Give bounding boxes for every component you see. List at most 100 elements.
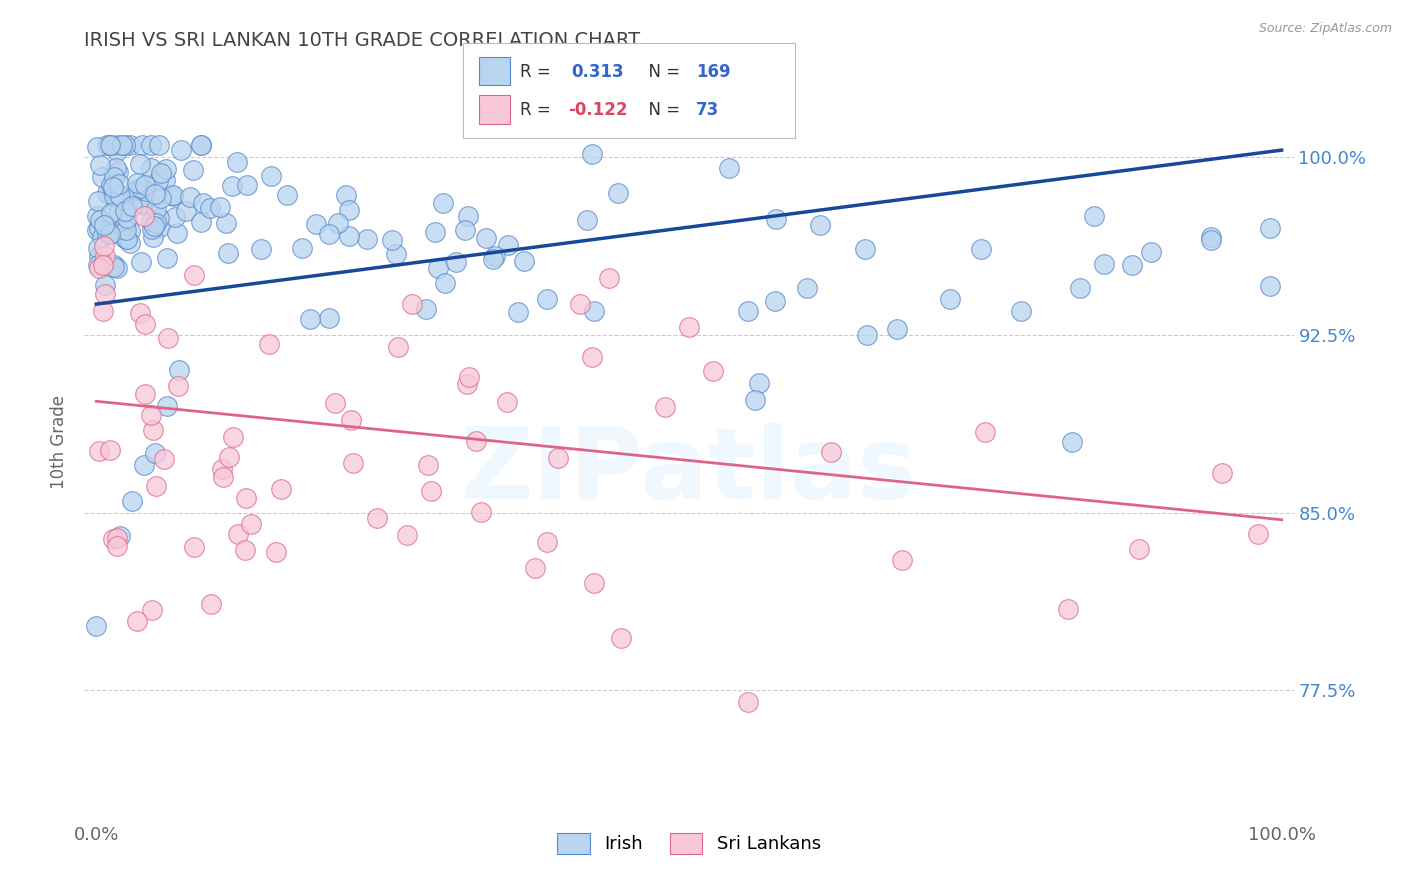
Point: [103, 260, 125, 274]
Point: [474, 231, 496, 245]
Point: [105, 539, 128, 553]
Point: [132, 197, 155, 211]
Point: [235, 491, 257, 506]
Point: [141, 222, 163, 236]
Point: [86, 209, 108, 223]
Point: [432, 196, 454, 211]
Point: [264, 544, 287, 558]
Point: [190, 138, 212, 153]
Point: [853, 242, 876, 256]
Point: [128, 194, 150, 208]
Point: [139, 161, 162, 176]
Point: [598, 270, 620, 285]
Point: [796, 280, 818, 294]
Point: [87, 248, 110, 262]
Point: [93, 239, 115, 253]
Point: [765, 211, 787, 226]
Point: [291, 242, 314, 256]
Text: 73: 73: [696, 101, 720, 119]
Point: [1247, 527, 1270, 541]
Point: [107, 165, 129, 179]
Point: [1083, 210, 1105, 224]
Point: [143, 186, 166, 201]
Point: [221, 179, 243, 194]
Point: [103, 188, 125, 202]
Point: [233, 543, 256, 558]
Point: [484, 249, 506, 263]
Point: [96, 186, 118, 201]
Point: [86, 140, 108, 154]
Point: [129, 255, 152, 269]
Point: [454, 223, 477, 237]
Point: [970, 242, 993, 256]
Point: [141, 603, 163, 617]
Text: R =: R =: [520, 101, 555, 119]
Point: [149, 220, 172, 235]
Point: [115, 232, 138, 246]
Point: [89, 212, 111, 227]
Point: [166, 227, 188, 241]
Point: [891, 553, 914, 567]
Point: [91, 258, 114, 272]
Point: [145, 446, 167, 460]
Point: [581, 147, 603, 161]
Point: [496, 238, 519, 252]
Point: [156, 331, 179, 345]
Point: [737, 695, 759, 709]
Point: [121, 493, 143, 508]
Point: [418, 458, 440, 472]
Point: [323, 396, 346, 410]
Point: [87, 261, 110, 276]
Point: [200, 598, 222, 612]
Point: [86, 241, 108, 255]
Point: [820, 444, 842, 458]
Point: [419, 483, 441, 498]
Point: [107, 203, 129, 218]
Point: [401, 297, 423, 311]
Point: [260, 169, 283, 183]
Text: 169: 169: [696, 62, 731, 80]
Point: [89, 158, 111, 172]
Point: [938, 293, 960, 307]
Point: [87, 221, 110, 235]
Point: [425, 225, 447, 239]
Point: [142, 230, 165, 244]
Point: [115, 211, 138, 225]
Point: [129, 157, 152, 171]
Text: 0.313: 0.313: [572, 62, 624, 80]
Point: [335, 187, 357, 202]
Point: [583, 304, 606, 318]
Point: [174, 204, 197, 219]
Point: [141, 409, 163, 423]
Point: [340, 413, 363, 427]
Text: R =: R =: [520, 62, 561, 80]
Point: [270, 482, 292, 496]
Point: [765, 294, 787, 309]
Point: [342, 456, 364, 470]
Point: [1062, 434, 1084, 449]
Point: [94, 287, 117, 301]
Point: [149, 166, 172, 180]
Point: [212, 470, 235, 484]
Point: [257, 337, 280, 351]
Point: [610, 631, 633, 645]
Point: [337, 229, 360, 244]
Point: [326, 217, 349, 231]
Point: [366, 511, 388, 525]
Point: [104, 194, 127, 209]
Point: [107, 138, 129, 153]
FancyBboxPatch shape: [478, 95, 510, 124]
Point: [114, 219, 136, 234]
Point: [198, 201, 221, 215]
Text: -0.122: -0.122: [568, 101, 627, 119]
Point: [127, 176, 149, 190]
Point: [218, 450, 240, 464]
Point: [139, 214, 162, 228]
Point: [167, 363, 190, 377]
Point: [1121, 258, 1143, 272]
Point: [170, 144, 193, 158]
Point: [457, 209, 479, 223]
Point: [654, 825, 676, 839]
Text: ZIPatlas: ZIPatlas: [461, 424, 917, 520]
FancyBboxPatch shape: [463, 44, 796, 138]
